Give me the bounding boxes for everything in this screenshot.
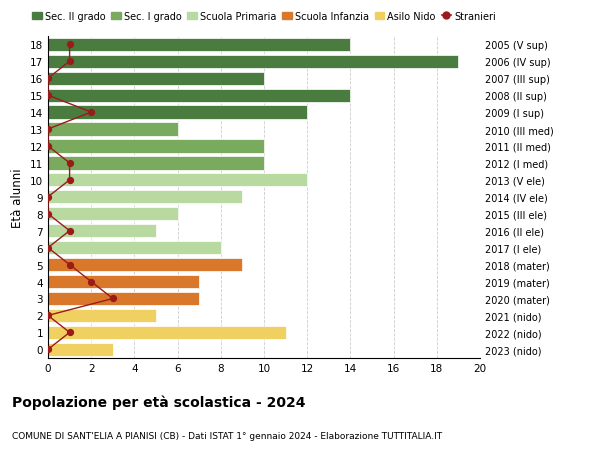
Text: COMUNE DI SANT'ELIA A PIANISI (CB) - Dati ISTAT 1° gennaio 2024 - Elaborazione T: COMUNE DI SANT'ELIA A PIANISI (CB) - Dat…: [12, 431, 442, 441]
Y-axis label: Età alunni: Età alunni: [11, 168, 25, 227]
Bar: [48, 241, 221, 255]
Point: [43, 143, 53, 150]
Point: [65, 177, 74, 184]
Legend: Sec. II grado, Sec. I grado, Scuola Primaria, Scuola Infanzia, Asilo Nido, Stran: Sec. II grado, Sec. I grado, Scuola Prim…: [28, 8, 500, 25]
Bar: [48, 140, 264, 153]
Bar: [48, 157, 264, 170]
Point: [108, 295, 118, 302]
Point: [65, 261, 74, 269]
Bar: [48, 343, 113, 356]
Bar: [48, 326, 286, 339]
Bar: [48, 275, 199, 289]
Point: [43, 194, 53, 201]
Bar: [48, 191, 242, 204]
Point: [65, 58, 74, 66]
Bar: [48, 39, 350, 52]
Point: [86, 278, 96, 285]
Point: [43, 211, 53, 218]
Bar: [48, 309, 156, 322]
Point: [65, 160, 74, 167]
Bar: [48, 106, 307, 119]
Point: [65, 228, 74, 235]
Point: [65, 329, 74, 336]
Bar: [48, 174, 307, 187]
Point: [43, 312, 53, 319]
Bar: [48, 258, 242, 272]
Text: Popolazione per età scolastica - 2024: Popolazione per età scolastica - 2024: [12, 395, 305, 409]
Point: [65, 41, 74, 49]
Point: [43, 75, 53, 83]
Bar: [48, 224, 156, 238]
Bar: [48, 292, 199, 305]
Point: [43, 126, 53, 134]
Point: [43, 92, 53, 100]
Bar: [48, 123, 178, 136]
Point: [43, 245, 53, 252]
Bar: [48, 56, 458, 69]
Bar: [48, 73, 264, 85]
Bar: [48, 90, 350, 102]
Bar: [48, 207, 178, 221]
Point: [86, 109, 96, 117]
Point: [43, 346, 53, 353]
